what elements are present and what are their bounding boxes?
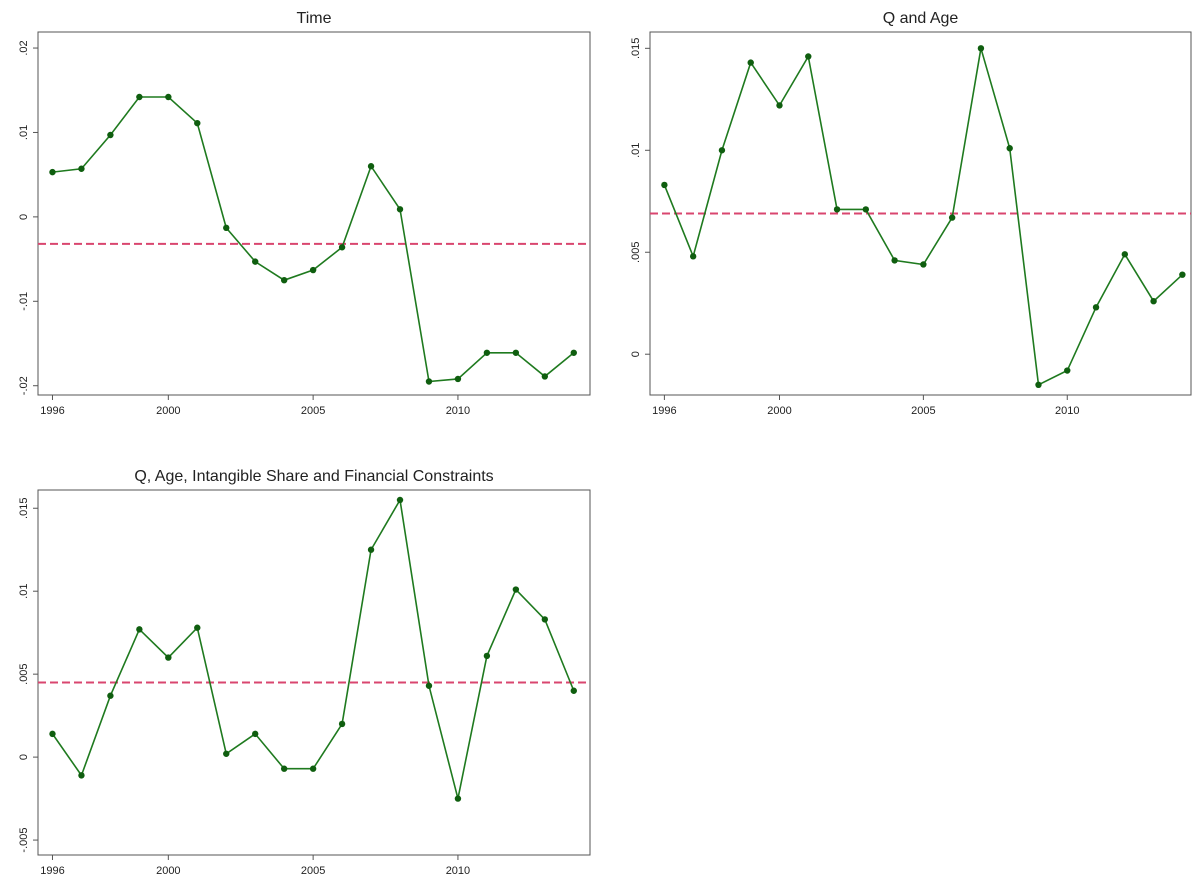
data-point — [338, 720, 346, 728]
chart-title: Q, Age, Intangible Share and Financial C… — [134, 468, 493, 485]
data-point — [512, 349, 520, 356]
y-tick-label: .005 — [18, 663, 30, 684]
data-point — [1006, 145, 1013, 152]
x-tick-label: 1996 — [652, 405, 676, 417]
data-point — [1035, 381, 1042, 389]
data-point — [1121, 251, 1129, 258]
y-tick-label: .01 — [18, 125, 30, 140]
data-point — [194, 624, 201, 631]
data-point — [107, 131, 114, 139]
x-tick-label: 2010 — [1055, 405, 1079, 417]
data-point — [512, 586, 520, 593]
data-point — [776, 102, 783, 109]
data-point — [805, 53, 812, 60]
data-point — [977, 45, 985, 52]
data-point — [49, 730, 56, 738]
x-tick-label: 2000 — [156, 405, 180, 417]
data-point — [252, 730, 259, 738]
data-point — [454, 375, 462, 383]
data-point — [833, 206, 841, 213]
data-point — [252, 258, 259, 265]
data-point — [396, 496, 404, 504]
data-point — [78, 772, 85, 779]
data-point — [136, 626, 143, 633]
data-point — [78, 165, 85, 172]
data-point — [309, 765, 317, 772]
data-point — [49, 168, 56, 176]
data-point — [541, 373, 549, 380]
data-point — [367, 163, 375, 170]
data-point — [718, 147, 726, 154]
x-tick-label: 2005 — [301, 865, 325, 875]
y-tick-label: 0 — [630, 351, 642, 357]
y-tick-label: -.02 — [18, 376, 30, 395]
data-line — [663, 48, 1183, 387]
data-point — [1150, 297, 1157, 305]
y-tick-label: 0 — [18, 214, 30, 220]
data-point — [1179, 271, 1186, 278]
data-point — [338, 244, 346, 251]
y-tick-label: .015 — [630, 38, 642, 59]
y-tick-label: .02 — [18, 40, 30, 55]
data-point — [280, 765, 288, 772]
data-point — [107, 692, 114, 699]
plot-frame — [37, 31, 591, 396]
y-tick-label: .015 — [18, 498, 30, 519]
data-point — [570, 349, 577, 356]
x-tick-label: 2005 — [911, 405, 935, 417]
data-point — [689, 253, 697, 260]
y-tick-label: .01 — [18, 584, 30, 599]
data-point — [661, 181, 668, 189]
data-point — [862, 206, 870, 213]
chart-title: Time — [297, 10, 332, 27]
x-tick-label: 1996 — [40, 405, 64, 417]
y-tick-label: .01 — [630, 143, 642, 158]
data-point — [425, 682, 433, 689]
x-tick-label: 2010 — [446, 405, 470, 417]
data-point — [223, 750, 230, 757]
data-line — [52, 96, 575, 383]
data-point — [309, 266, 317, 274]
data-point — [165, 654, 172, 661]
data-point — [570, 687, 577, 694]
data-point — [920, 261, 927, 268]
data-point — [396, 206, 404, 213]
data-point — [223, 224, 230, 232]
data-point — [747, 59, 754, 66]
data-point — [891, 257, 898, 264]
x-tick-label: 2000 — [156, 865, 180, 875]
data-point — [483, 349, 491, 356]
x-tick-label: 2010 — [446, 865, 470, 875]
y-tick-label: .005 — [630, 242, 642, 263]
plot-frame — [37, 489, 591, 856]
data-point — [483, 652, 491, 660]
data-point — [280, 276, 288, 284]
data-point — [136, 93, 143, 101]
data-point — [425, 378, 433, 385]
data-point — [1064, 367, 1071, 374]
y-tick-label: 0 — [18, 754, 30, 760]
x-tick-label: 2000 — [767, 405, 791, 417]
x-tick-label: 2005 — [301, 405, 325, 417]
data-point — [367, 546, 375, 553]
data-point — [1092, 304, 1100, 311]
data-point — [165, 93, 172, 101]
data-point — [454, 795, 462, 802]
x-tick-label: 1996 — [40, 865, 64, 875]
data-line — [51, 497, 575, 799]
y-tick-label: -.005 — [18, 828, 30, 853]
data-point — [948, 214, 956, 221]
chart-title: Q and Age — [883, 10, 959, 27]
data-point — [541, 616, 549, 623]
y-tick-label: -.01 — [18, 292, 30, 311]
data-point — [194, 119, 201, 127]
